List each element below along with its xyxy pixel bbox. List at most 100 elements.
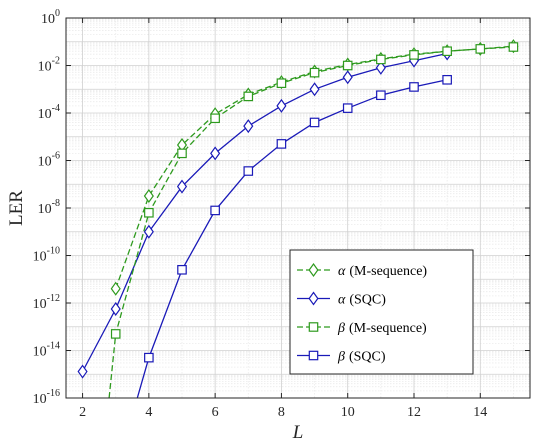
legend-entry-alpha-sqc: α (SQC) xyxy=(297,291,386,308)
series-line xyxy=(82,52,448,372)
y-tick-exponent: -2 xyxy=(52,56,60,67)
y-tick-label: 10-2 xyxy=(38,56,60,75)
legend-marker xyxy=(308,262,319,278)
data-point xyxy=(409,50,419,60)
data-point xyxy=(309,117,320,128)
x-axis-label: L xyxy=(292,422,304,443)
data-point xyxy=(475,44,486,54)
data-point xyxy=(276,98,287,113)
data-point xyxy=(243,166,254,176)
svg-text:β(SQC): β (SQC) xyxy=(337,350,386,365)
legend: α (M-sequence) α (SQC) β (M-sequence) β (SQC… xyxy=(289,249,474,375)
y-tick-base: 10 xyxy=(38,202,52,217)
y-tick-base: 10 xyxy=(38,155,52,170)
data-point xyxy=(143,188,154,204)
legend-label: (SQC) xyxy=(349,350,386,365)
data-point xyxy=(342,103,353,113)
y-tick-label: 10-4 xyxy=(38,103,60,122)
data-point xyxy=(442,46,452,57)
data-point xyxy=(442,74,452,85)
data-point xyxy=(376,54,386,65)
data-point xyxy=(243,91,254,102)
legend-marker xyxy=(308,322,319,332)
x-tick-label: 8 xyxy=(278,405,285,420)
x-tick-label: 10 xyxy=(341,405,355,420)
data-point xyxy=(210,113,220,124)
y-tick-exponent: 0 xyxy=(55,8,60,19)
svg-text:α(SQC): α (SQC) xyxy=(338,293,386,308)
data-point xyxy=(143,224,154,239)
data-point xyxy=(342,60,353,71)
data-point xyxy=(110,281,121,296)
data-point xyxy=(276,78,287,88)
legend-greek: β xyxy=(337,350,345,365)
y-tick-exponent: -6 xyxy=(52,151,60,162)
legend-box xyxy=(289,249,474,375)
legend-marker xyxy=(308,291,319,306)
y-tick-label: 10-12 xyxy=(33,293,60,312)
series-3 xyxy=(136,74,452,398)
data-point xyxy=(210,205,220,216)
data-point xyxy=(309,82,320,97)
data-point xyxy=(276,139,287,149)
svg-text:α(M-sequence): α (M-sequence) xyxy=(338,264,427,279)
series-layer xyxy=(77,39,519,398)
data-point xyxy=(508,42,519,52)
data-point xyxy=(77,364,88,379)
y-tick-exponent: -10 xyxy=(47,246,60,257)
data-point xyxy=(210,146,221,161)
y-tick-base: 10 xyxy=(33,392,47,407)
y-tick-label: 10-8 xyxy=(38,198,60,217)
data-point xyxy=(177,148,187,159)
y-tick-exponent: -16 xyxy=(47,388,60,399)
axes: 2 4 6 8 10 12 1410010-210-410-610-810-1010-121… xyxy=(33,8,530,420)
data-point xyxy=(375,60,386,75)
legend-entry-alpha-m-sequence: α (M-sequence) xyxy=(297,262,427,279)
data-point xyxy=(177,264,187,275)
x-tick-label: 12 xyxy=(407,405,421,420)
y-tick-base: 10 xyxy=(33,297,47,312)
y-tick-base: 10 xyxy=(41,12,55,27)
data-point xyxy=(342,70,353,85)
y-tick-base: 10 xyxy=(33,345,47,360)
series-line xyxy=(108,46,514,398)
legend-greek: α xyxy=(338,293,346,308)
y-tick-base: 10 xyxy=(38,107,52,122)
data-point xyxy=(409,82,419,92)
data-point xyxy=(309,67,320,78)
y-tick-base: 10 xyxy=(33,250,47,265)
series-2 xyxy=(108,42,519,398)
x-tick-label: 6 xyxy=(212,405,219,420)
y-tick-exponent: -8 xyxy=(52,198,60,209)
y-tick-label: 10-14 xyxy=(33,341,60,360)
data-point xyxy=(110,329,121,339)
data-point xyxy=(144,352,154,363)
svg-text:β(M-sequence): β (M-sequence) xyxy=(337,321,427,336)
legend-entry-beta-m-sequence: β (M-sequence) xyxy=(297,321,427,336)
y-tick-exponent: -4 xyxy=(52,103,60,114)
y-tick-exponent: -12 xyxy=(47,293,60,304)
legend-label: (M-sequence) xyxy=(349,321,427,336)
x-tick-label: 14 xyxy=(473,405,487,420)
y-tick-label: 100 xyxy=(41,8,60,27)
data-point xyxy=(376,90,386,101)
legend-label: (SQC) xyxy=(349,293,386,308)
y-tick-label: 10-16 xyxy=(33,388,60,407)
y-tick-exponent: -14 xyxy=(47,341,60,352)
x-tick-label: 2 xyxy=(79,405,86,420)
legend-entry-beta-sqc: β (SQC) xyxy=(297,350,386,365)
y-axis-label: LER xyxy=(6,190,27,226)
y-tick-base: 10 xyxy=(38,60,52,75)
data-point xyxy=(110,301,121,317)
legend-greek: β xyxy=(337,321,345,336)
legend-greek: α xyxy=(338,264,346,279)
data-point xyxy=(144,207,154,218)
legend-marker xyxy=(308,350,319,361)
y-tick-label: 10-6 xyxy=(38,151,60,170)
legend-label: (M-sequence) xyxy=(349,264,427,279)
data-point xyxy=(243,119,254,134)
y-tick-label: 10-10 xyxy=(33,246,60,265)
data-point xyxy=(176,179,188,194)
x-tick-label: 4 xyxy=(145,405,152,420)
